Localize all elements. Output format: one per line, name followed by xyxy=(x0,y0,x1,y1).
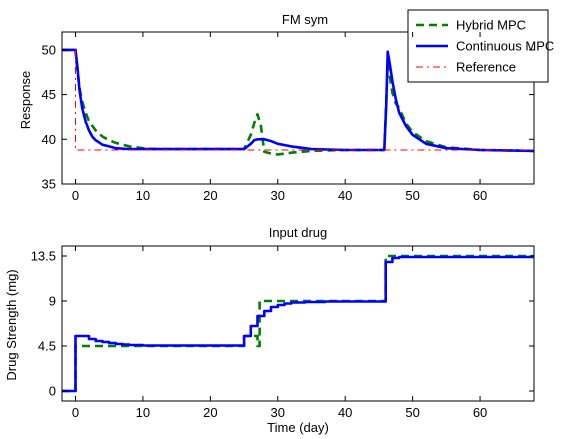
x-tick-label: 40 xyxy=(338,188,352,203)
x-tick-label: 50 xyxy=(405,188,419,203)
y-tick-label: 13.5 xyxy=(31,249,56,264)
y-tick-label: 40 xyxy=(42,132,56,147)
input-drug-chart: Input drug Drug Strength (mg) Time (day)… xyxy=(4,225,535,435)
x-tick-label: 30 xyxy=(271,405,285,420)
x-tick-label: 10 xyxy=(136,188,150,203)
legend-entry: Continuous MPC xyxy=(456,39,554,54)
response-chart-title: FM sym xyxy=(282,12,328,27)
x-tick-label: 50 xyxy=(405,405,419,420)
input-drug-chart-title: Input drug xyxy=(269,225,328,240)
x-tick-label: 0 xyxy=(72,405,79,420)
x-tick-label: 20 xyxy=(203,405,217,420)
series-continuous-mpc-line xyxy=(62,48,534,153)
y-tick-label: 50 xyxy=(42,42,56,57)
x-tick-label: 40 xyxy=(338,405,352,420)
x-tick-label: 10 xyxy=(136,405,150,420)
y-tick-label: 0 xyxy=(49,384,56,399)
input-drug-chart-frame xyxy=(61,245,535,402)
series-hybrid-mpc-line xyxy=(62,254,534,393)
response-chart-ylabel: Response xyxy=(18,71,33,130)
y-tick-label: 4.5 xyxy=(38,339,56,354)
y-tick-label: 35 xyxy=(42,177,56,192)
input-drug-chart-ylabel: Drug Strength (mg) xyxy=(4,269,19,380)
response-chart-plot xyxy=(62,48,534,156)
y-tick-label: 9 xyxy=(49,294,56,309)
legend-entry: Hybrid MPC xyxy=(456,18,526,33)
x-tick-label: 30 xyxy=(271,188,285,203)
x-tick-label: 20 xyxy=(203,188,217,203)
x-tick-label: 60 xyxy=(473,188,487,203)
series-continuous-mpc-line xyxy=(62,255,534,393)
x-tick-label: 60 xyxy=(473,405,487,420)
response-chart: FM sym Response Hybrid MPC Continuous MPC… xyxy=(18,9,554,203)
legend: Hybrid MPC Continuous MPC Reference xyxy=(407,9,554,83)
input-drug-chart-xlabel: Time (day) xyxy=(267,420,329,435)
response-chart-frame xyxy=(61,31,535,185)
y-tick-label: 45 xyxy=(42,87,56,102)
input-drug-chart-plot xyxy=(62,254,534,393)
legend-entry: Reference xyxy=(456,60,516,75)
x-tick-label: 0 xyxy=(72,188,79,203)
